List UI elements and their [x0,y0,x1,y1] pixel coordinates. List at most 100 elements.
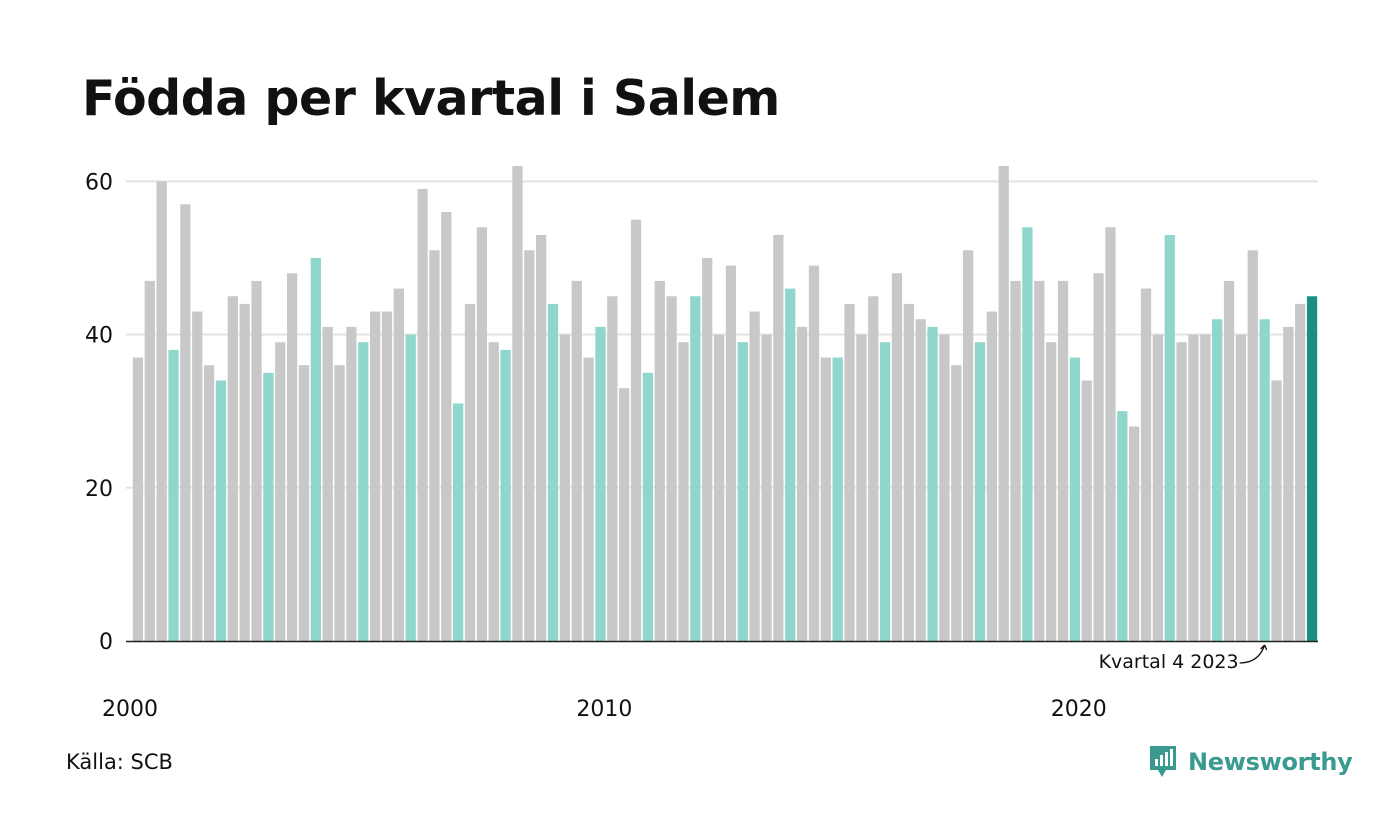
bar [1235,334,1247,641]
x-tick-label: 2020 [1051,697,1107,722]
bar [1306,296,1318,641]
bar [678,342,689,641]
bar [536,234,547,642]
bar [1188,334,1199,641]
bar [180,204,191,641]
bar [156,181,167,642]
bar [1105,227,1116,641]
bar [441,211,452,641]
bar [927,326,938,641]
bar [1223,280,1235,641]
bar [1259,319,1270,641]
bar [619,388,630,641]
bar [630,219,642,641]
bar [251,280,262,641]
bar [476,227,487,641]
x-tick-labels: 2000 2010 2020 [102,697,1107,722]
bar [1247,250,1258,641]
bar [642,372,654,641]
annotation-label: Kvartal 4 2023 [1099,651,1239,673]
bar [393,288,404,641]
bar [1152,334,1164,641]
bar [891,273,903,641]
bar [405,334,416,641]
bar [879,342,891,641]
bar [1295,303,1306,641]
bar [488,342,499,641]
bar [417,188,428,641]
bar [370,311,381,641]
bar [1212,319,1223,641]
bar [239,303,250,641]
bar [1176,342,1187,641]
bar [1164,234,1175,642]
bar [500,349,511,641]
bar [903,303,914,641]
bar [1010,280,1021,641]
bar-chart: 0 20 40 60 2000 2010 2020 Kvartal 4 2023 [85,166,1318,722]
bar [263,372,274,641]
bar [1140,288,1152,641]
bar [808,265,820,641]
bar [547,303,559,641]
y-tick-labels: 0 20 40 60 [85,170,113,655]
bar [725,265,737,641]
bar [1093,273,1104,641]
y-tick-label: 0 [99,630,113,655]
bar [559,334,571,641]
bar [346,326,357,641]
bar [1081,380,1092,641]
bar [832,357,843,641]
bar [524,250,535,641]
bar [334,365,345,641]
bar [227,296,238,641]
bar [690,296,701,641]
bar [1022,227,1033,641]
bar [322,326,333,641]
bar [429,250,440,641]
annotation: Kvartal 4 2023 [1099,644,1268,673]
bar [215,380,227,641]
bar [453,403,464,641]
bar [571,280,582,641]
bar [702,257,713,641]
bar [595,326,606,641]
bar [1271,380,1282,641]
bar [298,365,310,641]
bar [607,296,618,641]
bar [275,342,286,641]
bar [713,334,725,641]
bar [963,250,974,641]
y-tick-label: 60 [85,170,113,195]
bar [1117,411,1128,641]
bar [381,311,393,641]
bar [986,311,997,641]
bar [737,342,748,641]
annotation-arrow [1239,644,1268,664]
bar [358,342,369,641]
bar [856,334,867,641]
bar [192,311,203,641]
bar [654,280,665,641]
chart-title: Födda per kvartal i Salem [82,70,780,127]
bar [512,166,523,641]
bar [310,257,321,641]
bar [464,303,476,641]
bar [844,303,855,641]
bar [998,166,1009,641]
bar [1283,326,1294,641]
bars [132,166,1318,642]
bar [773,234,784,642]
y-tick-label: 20 [85,477,113,502]
source-label: Källa: SCB [66,750,173,774]
bar [939,334,950,641]
bar [168,349,179,641]
x-tick-label: 2010 [576,697,632,722]
bar [666,296,677,641]
bar [1129,426,1140,641]
bar [286,273,298,641]
bar [820,357,831,641]
newsworthy-logo: Newsworthy [1148,744,1353,780]
y-tick-label: 40 [85,324,113,349]
bar [868,296,879,641]
